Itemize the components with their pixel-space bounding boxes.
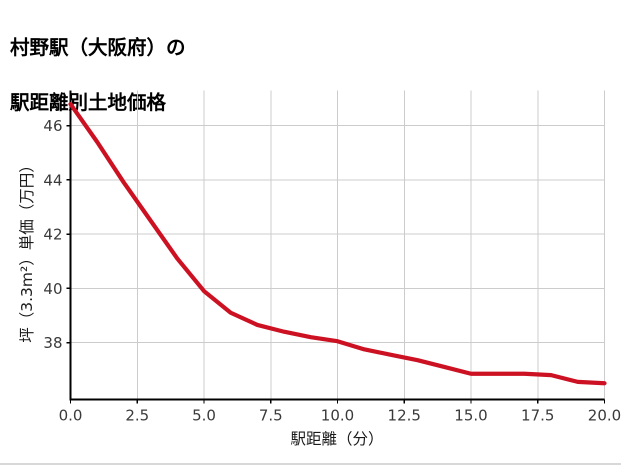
y-tick-label: 38 [43,334,62,352]
chart-title: 村野駅（大阪府）の 駅距離別土地価格 [10,6,430,144]
x-tick-label: 0.0 [59,407,83,425]
y-axis-tick-labels: 38 40 42 44 46 [43,117,62,352]
axis-tick-marks [66,125,606,404]
x-tick-label: 15.0 [454,407,487,425]
y-tick-label: 44 [43,171,62,189]
gridlines [70,90,605,400]
x-tick-label: 7.5 [259,407,283,425]
x-tick-label: 20.0 [588,407,621,425]
x-tick-label: 17.5 [521,407,554,425]
x-tick-label: 12.5 [388,407,421,425]
chart-title-line-1: 村野駅（大阪府）の [10,35,186,59]
y-axis-title: 坪（3.3m²）単価（万円） [18,157,36,342]
figure-bottom-rule [0,463,621,465]
x-tick-label: 5.0 [192,407,216,425]
data-series-group [68,101,607,386]
x-axis-title: 駅距離（分） [290,430,383,448]
y-tick-label: 42 [43,226,62,244]
y-tick-label: 40 [43,280,62,298]
x-tick-label: 10.0 [321,407,354,425]
x-axis-tick-labels: 0.0 2.5 5.0 7.5 10.0 12.5 15.0 17.5 20.0 [59,407,621,425]
y-tick-label: 46 [43,117,62,135]
axis-spines [69,90,605,401]
x-tick-label: 2.5 [125,407,149,425]
data-line-坪単価 [68,101,607,386]
chart-title-line-2: 駅距離別土地価格 [10,91,167,115]
